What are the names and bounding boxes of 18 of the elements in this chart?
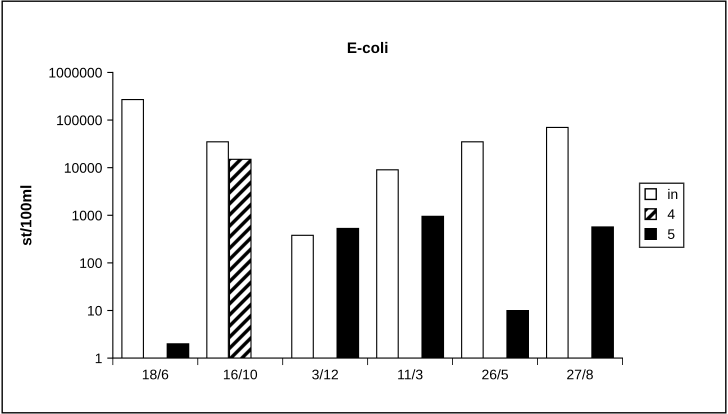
y-tick-label: 100 xyxy=(80,258,102,268)
y-tick-label: 1000000 xyxy=(49,68,102,78)
legend-label: 4 xyxy=(668,209,675,219)
x-tick-label: 18/6 xyxy=(142,369,168,380)
x-tick-label: 26/5 xyxy=(482,369,508,380)
y-tick-label: 100000 xyxy=(57,115,102,126)
chart-title: E-coli xyxy=(348,42,388,54)
legend-label: in xyxy=(668,188,678,199)
y-tick-label: 1 xyxy=(96,354,102,364)
y-tick-label: 1000 xyxy=(72,210,102,220)
x-tick-label: 11/3 xyxy=(398,369,422,380)
y-axis-title: st/100ml xyxy=(20,186,32,246)
x-tick-label: 27/8 xyxy=(567,369,593,380)
y-tick-label: 10000 xyxy=(64,163,102,173)
y-tick-label: 10 xyxy=(88,306,102,316)
x-tick-label: 16/10 xyxy=(224,369,258,380)
legend-label: 5 xyxy=(668,229,674,240)
x-tick-label: 3/12 xyxy=(312,369,338,380)
